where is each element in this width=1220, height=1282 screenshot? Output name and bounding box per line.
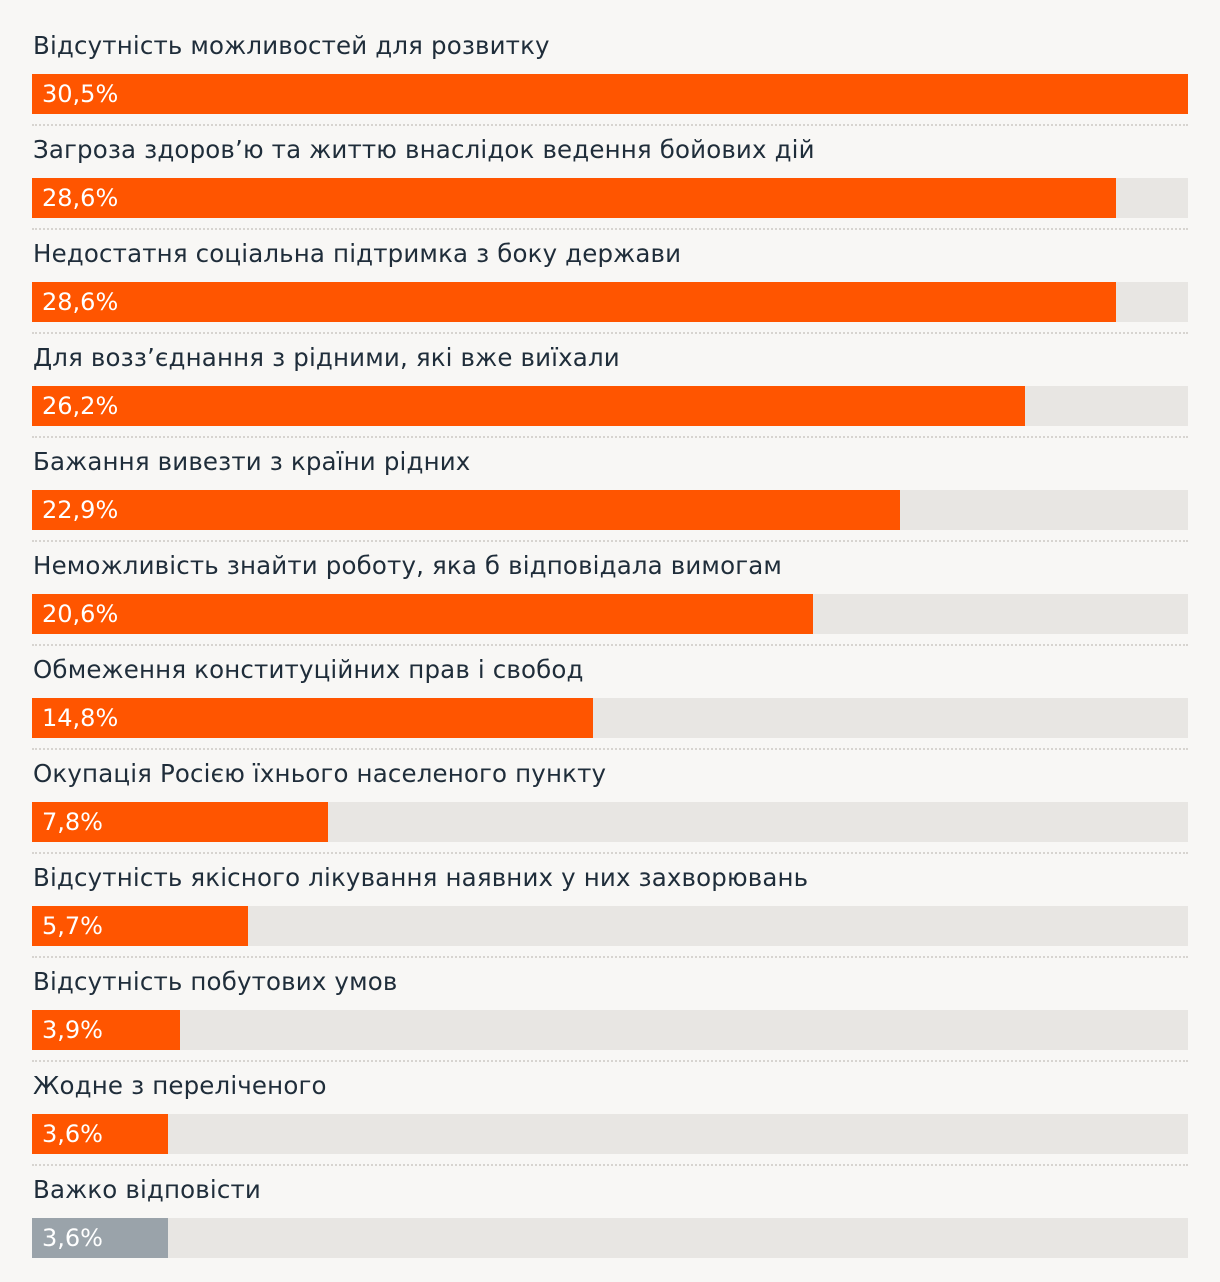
row-divider	[32, 436, 1188, 438]
category-label: Важко відповісти	[33, 1175, 261, 1204]
data-label: 3,6%	[42, 1120, 103, 1148]
category-label: Окупація Росією їхнього населеного пункт…	[33, 759, 607, 788]
bar-row: Відсутність можливостей для розвитку 30,5…	[32, 2, 1188, 126]
data-label: 14,8%	[42, 704, 119, 732]
bar-row: Неможливість знайти роботу, яка б відпов…	[32, 522, 1188, 646]
bar-row: Загроза здоров’ю та життю внаслідок веде…	[32, 106, 1188, 230]
data-label: 5,7%	[42, 912, 103, 940]
category-label: Жодне з переліченого	[33, 1071, 327, 1100]
bar	[32, 594, 813, 634]
row-divider	[32, 748, 1188, 750]
bar-track: 7,8%	[32, 802, 1188, 842]
bar	[32, 1010, 180, 1050]
bar-row: Недостатня соціальна підтримка з боку де…	[32, 210, 1188, 334]
bar-row: Відсутність побутових умов 3,9%	[32, 938, 1188, 1062]
row-divider	[32, 124, 1188, 126]
data-label: 28,6%	[42, 184, 119, 212]
category-label: Неможливість знайти роботу, яка б відпов…	[33, 551, 783, 580]
category-label: Відсутність побутових умов	[33, 967, 398, 996]
bar	[32, 178, 1116, 218]
category-label: Відсутність можливостей для розвитку	[33, 31, 550, 60]
bar	[32, 1114, 168, 1154]
row-divider	[32, 644, 1188, 646]
data-label: 26,2%	[42, 392, 119, 420]
bar	[32, 490, 900, 530]
bar	[32, 386, 1025, 426]
bar	[32, 802, 328, 842]
row-divider	[32, 956, 1188, 958]
row-divider	[32, 228, 1188, 230]
data-label: 28,6%	[42, 288, 119, 316]
data-label: 3,9%	[42, 1016, 103, 1044]
bar-row: Бажання вивезти з країни рідних 22,9%	[32, 418, 1188, 542]
category-label: Для возз’єднання з рідними, які вже виїх…	[33, 343, 620, 372]
data-label: 7,8%	[42, 808, 103, 836]
bar-row: Для возз’єднання з рідними, які вже виїх…	[32, 314, 1188, 438]
bar-track: 20,6%	[32, 594, 1188, 634]
bar	[32, 1218, 168, 1258]
bar	[32, 906, 248, 946]
category-label: Загроза здоров’ю та життю внаслідок веде…	[33, 135, 815, 164]
row-divider	[32, 852, 1188, 854]
bar-track: 28,6%	[32, 282, 1188, 322]
bar-track: 3,9%	[32, 1010, 1188, 1050]
row-divider	[32, 1164, 1188, 1166]
bar-row: Окупація Росією їхнього населеного пункт…	[32, 730, 1188, 854]
bar	[32, 282, 1116, 322]
bar	[32, 74, 1188, 114]
category-label: Відсутність якісного лікування наявних у…	[33, 863, 809, 892]
bar-row: Обмеження конституційних прав і свобод 14…	[32, 626, 1188, 750]
category-label: Обмеження конституційних прав і свобод	[33, 655, 584, 684]
data-label: 3,6%	[42, 1224, 103, 1252]
row-divider	[32, 540, 1188, 542]
category-label: Недостатня соціальна підтримка з боку де…	[33, 239, 682, 268]
row-divider	[32, 332, 1188, 334]
row-divider	[32, 1060, 1188, 1062]
bar-row: Відсутність якісного лікування наявних у…	[32, 834, 1188, 958]
bar-track: 3,6%	[32, 1114, 1188, 1154]
category-label: Бажання вивезти з країни рідних	[33, 447, 471, 476]
bar-track: 30,5%	[32, 74, 1188, 114]
bar-track: 22,9%	[32, 490, 1188, 530]
data-label: 30,5%	[42, 80, 119, 108]
bar-track: 14,8%	[32, 698, 1188, 738]
bar-track: 28,6%	[32, 178, 1188, 218]
bar-row: Важко відповісти 3,6%	[32, 1146, 1188, 1258]
bar-track: 3,6%	[32, 1218, 1188, 1258]
data-label: 22,9%	[42, 496, 119, 524]
bar	[32, 698, 593, 738]
data-label: 20,6%	[42, 600, 119, 628]
bar-row: Жодне з переліченого 3,6%	[32, 1042, 1188, 1166]
bar-track: 26,2%	[32, 386, 1188, 426]
bar-track: 5,7%	[32, 906, 1188, 946]
